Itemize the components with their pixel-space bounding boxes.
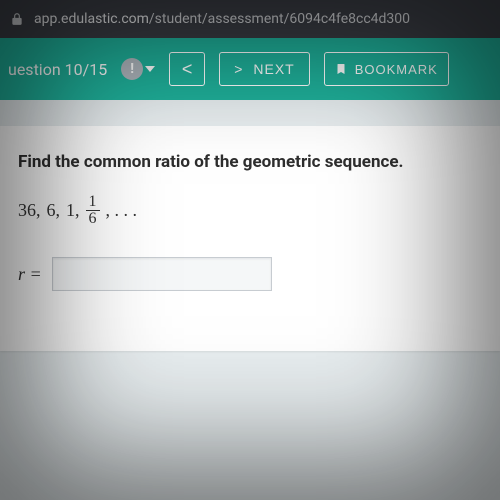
alert-dropdown[interactable]: ! (121, 58, 155, 80)
answer-row: r = (18, 257, 482, 291)
sequence-term: 1, (66, 200, 80, 221)
page: uestion 10/15 ! < > NEXT BOOKMARK (0, 38, 500, 500)
sequence-fraction: 1 6 (86, 194, 100, 227)
url-text: app.edulastic.com/student/assessment/609… (34, 11, 410, 27)
bookmark-icon (335, 62, 347, 76)
fraction-denominator: 6 (86, 211, 100, 227)
question-prompt: Find the common ratio of the geometric s… (18, 152, 482, 172)
url-path: /student/assessment/6094c4fe8cc4d300 (149, 11, 410, 27)
chevron-down-icon (145, 66, 155, 72)
prev-button[interactable]: < (169, 52, 205, 86)
answer-label: r = (18, 264, 42, 285)
alert-icon: ! (121, 58, 143, 80)
lock-icon (10, 12, 24, 26)
browser-address-bar: app.edulastic.com/student/assessment/609… (0, 0, 500, 38)
url-host: app.edulastic.com (34, 11, 149, 27)
answer-input[interactable] (52, 257, 272, 291)
sequence-tail: , . . . (106, 200, 138, 221)
assessment-toolbar: uestion 10/15 ! < > NEXT BOOKMARK (0, 38, 500, 100)
sequence-term: 36, (18, 200, 41, 221)
sequence-term: 6, (47, 200, 61, 221)
sequence: 36, 6, 1, 1 6 , . . . (18, 194, 482, 227)
bookmark-button[interactable]: BOOKMARK (324, 52, 449, 86)
bookmark-label: BOOKMARK (355, 62, 438, 77)
next-label: NEXT (253, 61, 294, 77)
question-card: Find the common ratio of the geometric s… (0, 126, 500, 351)
fraction-numerator: 1 (86, 194, 100, 211)
next-button[interactable]: > NEXT (219, 52, 310, 86)
question-counter: uestion 10/15 (0, 60, 107, 79)
chevron-left-icon: < (182, 59, 193, 80)
chevron-right-icon: > (234, 61, 243, 77)
